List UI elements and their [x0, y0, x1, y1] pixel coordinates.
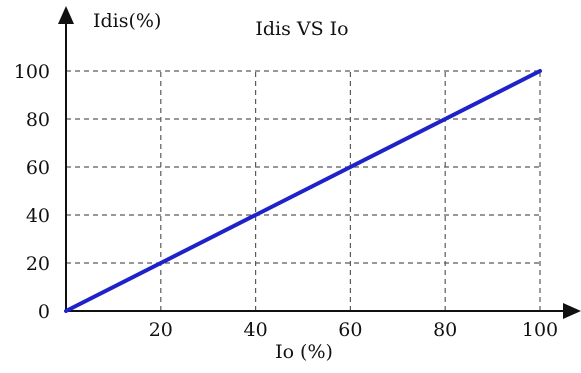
x-tick-label: 80: [433, 319, 457, 341]
x-axis-arrow: [563, 303, 581, 319]
x-tick-label: 40: [244, 319, 268, 341]
x-tick-label: 60: [338, 319, 362, 341]
y-tick-label: 80: [26, 109, 50, 131]
axes-layer: [58, 6, 581, 319]
x-axis-title: Io (%): [275, 341, 333, 363]
x-tick-labels: 20 40 60 80 100: [149, 319, 558, 341]
y-tick-label: 60: [26, 157, 50, 179]
y-tick-label: 40: [26, 205, 50, 227]
y-tick-labels: 0 20 40 60 80 100: [14, 61, 50, 323]
series-line-0: [64, 69, 542, 313]
grid-layer: [66, 70, 541, 311]
y-tick-label: 100: [14, 61, 50, 83]
series-layer: [64, 69, 542, 313]
chart-title: Idis VS Io: [255, 18, 348, 40]
x-tick-label: 100: [522, 319, 558, 341]
y-axis-arrow: [58, 6, 74, 24]
y-axis-title: Idis(%): [93, 10, 161, 32]
x-tick-label: 20: [149, 319, 173, 341]
y-tick-label: 20: [26, 253, 50, 275]
y-tick-label: 0: [38, 301, 50, 323]
